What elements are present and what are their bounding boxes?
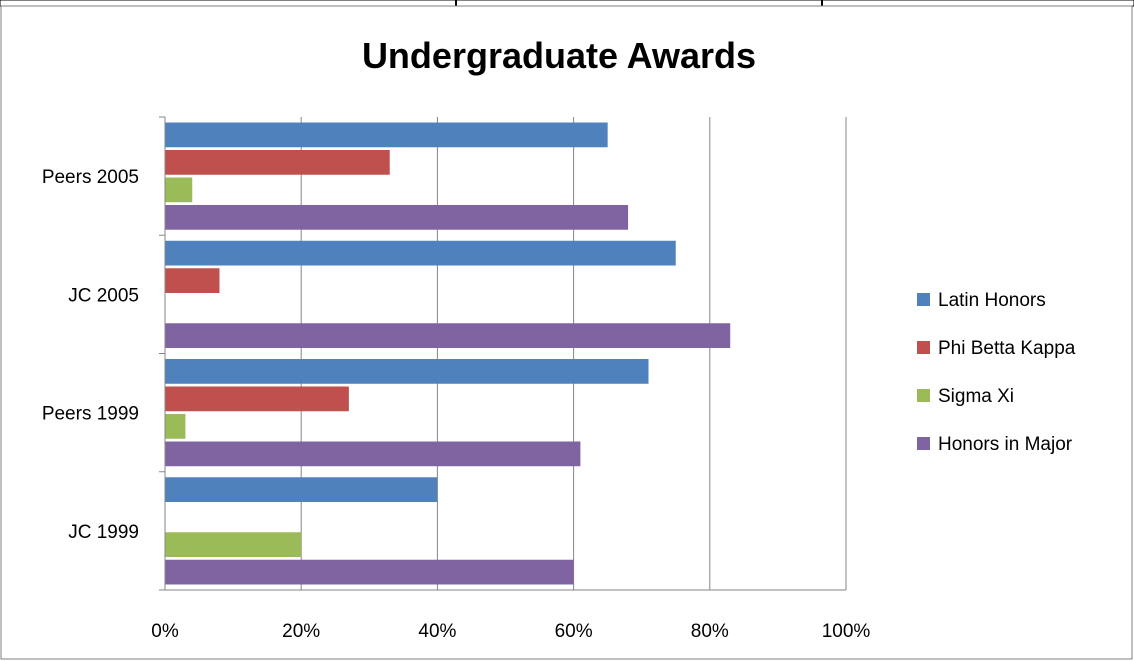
- legend-label: Sigma Xi: [938, 386, 1014, 407]
- chart-title: Undergraduate Awards: [362, 35, 756, 76]
- legend-swatch: [917, 437, 930, 450]
- gridlines: [300, 117, 847, 590]
- y-tick-label: Peers 1999: [42, 404, 139, 425]
- bar-phi-betta-kappa: [165, 386, 349, 412]
- bar-phi-betta-kappa: [165, 268, 220, 294]
- y-axis-tick-labels: Peers 2005 JC 2005 Peers 1999 JC 1999: [42, 167, 139, 543]
- header-strip: [0, 0, 1134, 7]
- y-tick-label: JC 2005: [68, 285, 139, 306]
- axes: [159, 116, 846, 591]
- x-tick-label: 60%: [555, 621, 593, 642]
- x-tick-label: 40%: [418, 621, 456, 642]
- bar-latin-honors: [165, 240, 676, 266]
- bar-sigma-xi: [165, 532, 302, 557]
- bar-honors-in-major: [165, 441, 581, 467]
- x-tick-label: 0%: [151, 621, 179, 642]
- chart-border: [0, 5, 1133, 660]
- bar-latin-honors: [165, 477, 438, 503]
- bar-sigma-xi: [165, 413, 186, 439]
- legend-label: Latin Honors: [938, 290, 1046, 311]
- x-tick-label: 20%: [282, 621, 320, 642]
- y-tick-label: JC 1999: [68, 522, 139, 543]
- bar-sigma-xi: [165, 177, 193, 203]
- x-tick-label: 80%: [691, 621, 729, 642]
- legend-swatch: [917, 389, 930, 402]
- legend-swatch: [917, 293, 930, 306]
- x-tick-label: 100%: [822, 621, 871, 642]
- y-tick-label: Peers 2005: [42, 167, 139, 188]
- bar-latin-honors: [165, 359, 649, 384]
- x-axis-tick-labels: 0% 20% 40% 60% 80% 100%: [151, 621, 870, 642]
- bar-honors-in-major: [165, 204, 629, 230]
- bars: [165, 122, 731, 585]
- legend-label: Phi Betta Kappa: [938, 338, 1076, 359]
- bar-phi-betta-kappa: [165, 150, 390, 175]
- bar-latin-honors: [165, 122, 608, 148]
- bar-honors-in-major: [165, 323, 731, 348]
- bar-honors-in-major: [165, 559, 574, 585]
- legend-swatch: [917, 341, 930, 354]
- legend: Latin Honors Phi Betta Kappa Sigma Xi Honor…: [917, 290, 1076, 455]
- legend-label: Honors in Major: [938, 434, 1073, 455]
